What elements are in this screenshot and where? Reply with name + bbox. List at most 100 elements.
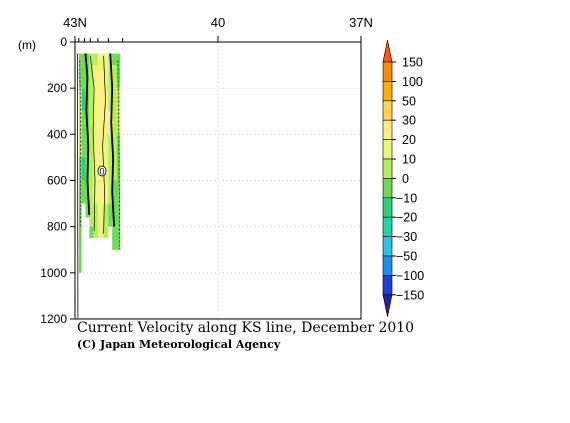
- velocity-cell: [93, 53, 98, 66]
- velocity-cell: [78, 53, 82, 66]
- velocity-cell: [97, 134, 104, 158]
- latitude-axis: 43N 40 37N: [63, 15, 373, 42]
- y-tick-label: 600: [47, 174, 67, 188]
- velocity-cell: [112, 180, 117, 204]
- x-tick-label: 40: [211, 15, 225, 30]
- y-tick-label: 200: [47, 81, 67, 95]
- contour-line: [89, 55, 96, 232]
- velocity-cell: [116, 53, 121, 66]
- velocity-cell: [116, 88, 121, 112]
- velocity-cell: [93, 226, 98, 239]
- velocity-cell: [93, 180, 98, 204]
- zero-contour-line: [109, 53, 115, 227]
- colorbar-label: 30: [402, 114, 416, 128]
- velocity-cell: [81, 65, 86, 89]
- colorbar-label: 100: [402, 75, 423, 89]
- velocity-cell: [112, 134, 117, 158]
- velocity-cell: [93, 157, 98, 181]
- velocity-cell: [108, 111, 113, 135]
- velocity-cell: [93, 134, 98, 158]
- velocity-cell: [89, 157, 94, 181]
- velocity-cell: [108, 88, 113, 112]
- velocity-cell: [97, 180, 104, 204]
- colorbar-bottom-arrow: [382, 294, 393, 317]
- velocity-cell: [85, 134, 90, 158]
- velocity-cell: [78, 111, 82, 135]
- velocity-cell: [103, 134, 109, 158]
- copyright-credit: (C) Japan Meteorological Agency: [77, 338, 281, 351]
- velocity-cell: [112, 65, 117, 89]
- colorbar-band: [382, 197, 393, 218]
- colorbar-band: [382, 119, 393, 140]
- velocity-cell: [116, 111, 121, 135]
- chart-title: Current Velocity along KS line, December…: [77, 320, 415, 336]
- velocity-cell: [112, 111, 117, 135]
- colorbar-band: [382, 236, 393, 257]
- velocity-cell: [85, 203, 90, 218]
- colorbar-band: [382, 216, 393, 237]
- velocity-cell: [97, 65, 104, 89]
- velocity-cell: [97, 203, 104, 227]
- velocity-cell: [81, 134, 86, 158]
- velocity-cell: [89, 226, 94, 239]
- velocity-field: [78, 53, 121, 273]
- velocity-cell: [103, 180, 109, 204]
- velocity-cell: [97, 111, 104, 135]
- colorbar-label: −50: [396, 250, 417, 264]
- velocity-cell: [93, 111, 98, 135]
- colorbar-band: [382, 275, 393, 296]
- velocity-cell: [108, 203, 113, 227]
- velocity-cell: [89, 111, 94, 135]
- colorbar-label: 20: [402, 133, 416, 147]
- colorbar-top-arrow: [382, 39, 393, 63]
- negative-contour-line: [79, 60, 82, 227]
- colorbar-band: [382, 81, 393, 102]
- velocity-cell: [103, 65, 109, 89]
- colorbar-band: [382, 61, 393, 82]
- velocity-cell: [89, 88, 94, 112]
- colorbar-band: [382, 158, 393, 179]
- velocity-cell: [78, 134, 82, 158]
- velocity-cell: [93, 203, 98, 227]
- velocity-cell: [108, 157, 113, 181]
- velocity-cell: [116, 203, 121, 227]
- velocity-cell: [116, 157, 121, 181]
- velocity-cell: [97, 226, 104, 239]
- velocity-cell: [81, 88, 86, 112]
- colorbar-label: 150: [402, 56, 423, 70]
- velocity-cell: [89, 65, 94, 89]
- velocity-cell: [112, 226, 117, 250]
- colorbar-band: [382, 139, 393, 160]
- velocity-cell: [89, 203, 94, 227]
- y-tick-label: 0: [60, 35, 67, 49]
- velocity-cell: [103, 203, 109, 227]
- y-tick-label: 1200: [40, 312, 67, 326]
- velocity-cell: [81, 157, 86, 181]
- depth-unit-label: (m): [18, 38, 36, 52]
- x-tick-label: 37N: [349, 15, 373, 30]
- colorbar-label: −10: [396, 191, 417, 205]
- velocity-cell: [89, 180, 94, 204]
- velocity-cell: [103, 226, 109, 239]
- colorbar-label: −150: [396, 288, 424, 302]
- velocity-cell: [78, 226, 82, 250]
- colorbar-label: −20: [396, 211, 417, 225]
- velocity-cell: [97, 53, 104, 66]
- velocity-cell: [116, 226, 121, 250]
- zero-contour-label: 0: [97, 165, 107, 177]
- velocity-cell: [85, 53, 90, 66]
- colorbar-label: 50: [402, 94, 416, 108]
- velocity-cell: [116, 180, 121, 204]
- velocity-cell: [93, 88, 98, 112]
- station-bottom-line: [77, 53, 79, 320]
- y-tick-label: 400: [47, 127, 67, 141]
- velocity-cell: [116, 65, 121, 89]
- contour-line: [102, 55, 106, 234]
- velocity-cell: [89, 53, 94, 66]
- velocity-cell: [112, 88, 117, 112]
- velocity-cell: [108, 134, 113, 158]
- velocity-cell: [97, 88, 104, 112]
- velocity-cell: [78, 249, 82, 273]
